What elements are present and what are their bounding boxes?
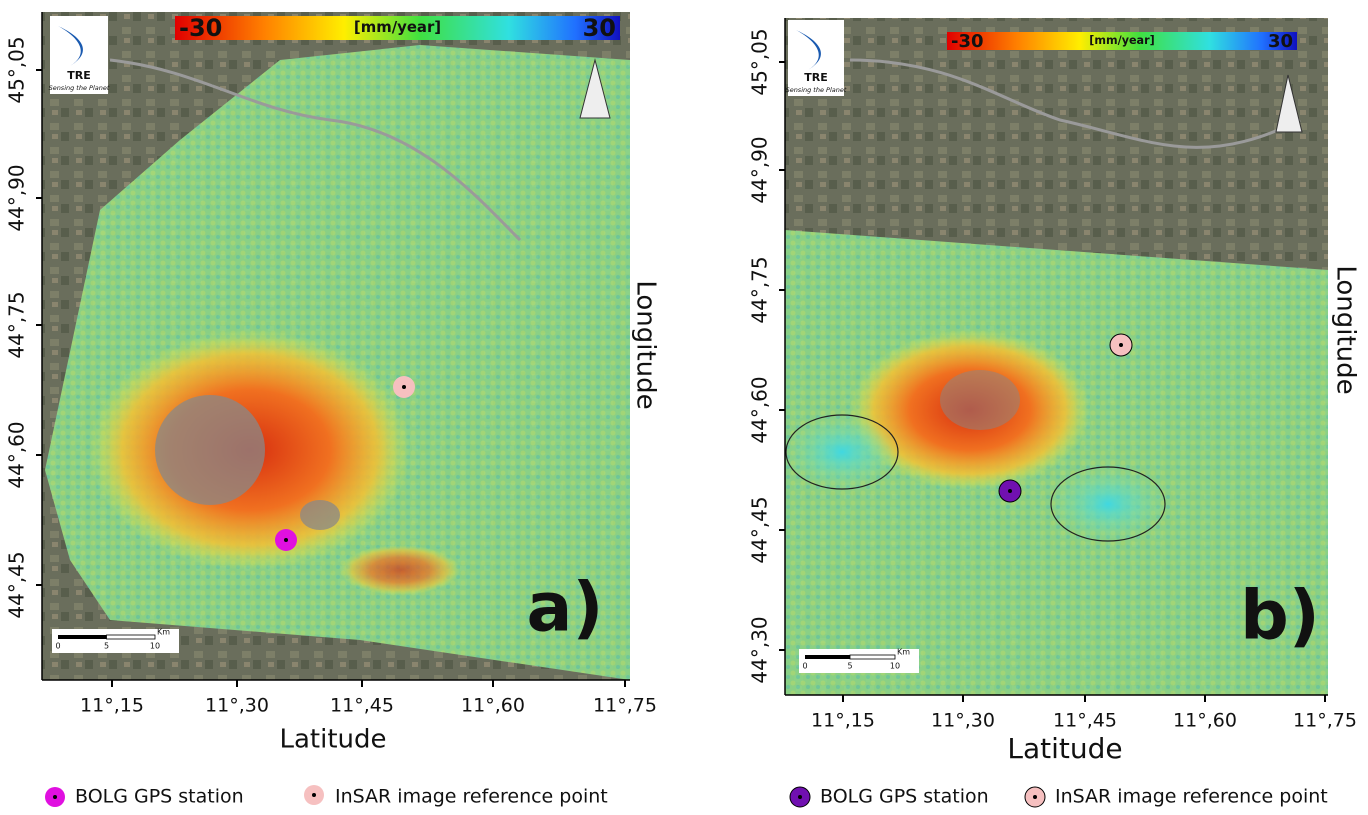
x-tick-label: 11°,30 bbox=[931, 710, 995, 732]
y-tick-label: 44°,90 bbox=[5, 164, 29, 231]
legend-label: InSAR image reference point bbox=[335, 786, 608, 808]
logo-tagline: Sensing the Planet bbox=[786, 86, 847, 94]
scale-bar-white bbox=[106, 634, 156, 640]
scale-bar-label: 5 bbox=[847, 662, 852, 671]
legend-label: BOLG GPS station bbox=[820, 786, 989, 808]
colorbar-max: 30 bbox=[583, 14, 616, 42]
scale-bar-unit: Km bbox=[157, 628, 170, 637]
scale-bar-bg bbox=[799, 649, 919, 673]
panel-label: a) bbox=[527, 569, 604, 648]
scale-bar-label: 10 bbox=[150, 642, 160, 651]
scale-bar-white bbox=[849, 654, 896, 660]
panel-label: b) bbox=[1240, 577, 1320, 656]
x-tick-label: 11°,75 bbox=[593, 695, 657, 717]
colorbar-max: 30 bbox=[1268, 31, 1293, 52]
logo-box bbox=[50, 16, 108, 94]
x-tick-label: 11°,60 bbox=[461, 695, 525, 717]
x-axis-title: Latitude bbox=[1007, 732, 1122, 765]
y-axis-title: Longitude bbox=[1331, 265, 1361, 394]
logo-box bbox=[788, 20, 844, 96]
logo-swoosh bbox=[796, 30, 821, 70]
y-tick-label: 44°,60 bbox=[5, 421, 29, 488]
map-b bbox=[785, 18, 1328, 695]
y-tick-label: 44°,45 bbox=[5, 551, 29, 618]
legend-label: BOLG GPS station bbox=[75, 786, 244, 808]
scale-bar-label: 0 bbox=[55, 642, 60, 651]
x-tick-label: 11°,45 bbox=[1053, 710, 1117, 732]
y-tick-label: 44°,45 bbox=[748, 496, 772, 563]
x-axis-title: Latitude bbox=[279, 725, 386, 755]
x-tick-label: 11°,45 bbox=[330, 695, 394, 717]
colorbar-min: -30 bbox=[951, 31, 984, 52]
x-tick-label: 11°,75 bbox=[1293, 710, 1357, 732]
y-tick-label: 45°,05 bbox=[748, 28, 772, 95]
logo-tagline: Sensing the Planet bbox=[49, 84, 110, 92]
scale-bar-black bbox=[58, 635, 107, 639]
logo-swoosh bbox=[58, 26, 83, 66]
y-tick-label: 44°,60 bbox=[748, 376, 772, 443]
x-tick-label: 11°,60 bbox=[1173, 710, 1237, 732]
x-tick-label: 11°,15 bbox=[80, 695, 144, 717]
logo-name: TRE bbox=[804, 71, 828, 84]
y-tick-label: 44°,75 bbox=[748, 256, 772, 323]
colorbar-min: -30 bbox=[179, 14, 222, 42]
scale-bar-bg bbox=[52, 629, 179, 653]
colorbar bbox=[947, 32, 1297, 50]
scale-bar-label: 0 bbox=[802, 662, 807, 671]
x-tick-label: 11°,30 bbox=[205, 695, 269, 717]
y-tick-label: 44°,90 bbox=[748, 136, 772, 203]
x-tick-label: 11°,15 bbox=[811, 710, 875, 732]
y-tick-label: 44°,30 bbox=[748, 616, 772, 683]
logo-name: TRE bbox=[67, 69, 91, 82]
y-axis-title: Longitude bbox=[631, 280, 661, 409]
legend-label: InSAR image reference point bbox=[1055, 786, 1328, 808]
y-tick-label: 44°,75 bbox=[5, 291, 29, 358]
colorbar-unit: [mm/year] bbox=[1089, 34, 1154, 47]
y-tick-label: 45°,05 bbox=[5, 36, 29, 103]
scale-bar-black bbox=[805, 655, 850, 659]
colorbar-unit: [mm/year] bbox=[354, 18, 441, 36]
colorbar bbox=[175, 16, 620, 40]
scale-bar-label: 10 bbox=[890, 662, 900, 671]
scale-bar-unit: Km bbox=[897, 648, 910, 657]
scale-bar-label: 5 bbox=[104, 642, 109, 651]
map-a bbox=[42, 12, 630, 680]
